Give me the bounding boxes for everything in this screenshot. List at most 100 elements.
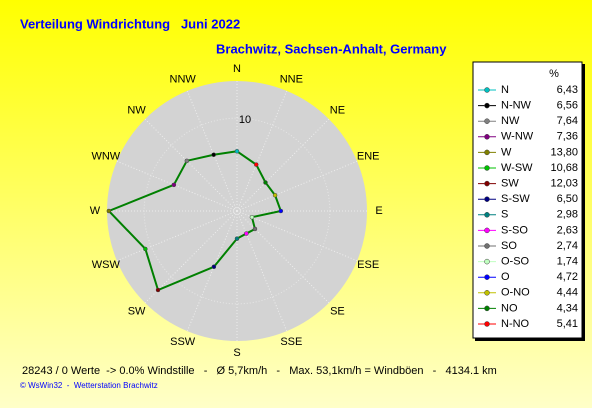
direction-label: E xyxy=(375,205,382,217)
legend-label: O xyxy=(501,271,510,283)
legend-marker xyxy=(484,149,490,156)
direction-label: ENE xyxy=(357,151,380,163)
legend-label: N xyxy=(501,84,509,96)
spoke xyxy=(144,118,238,212)
marker xyxy=(253,162,259,167)
direction-label: NNW xyxy=(170,74,197,86)
legend-marker xyxy=(484,102,490,109)
legend-value: 6,50 xyxy=(557,193,578,205)
direction-label: WSW xyxy=(92,259,121,271)
spoke xyxy=(236,210,288,332)
marker xyxy=(171,182,177,188)
legend-value: 4,34 xyxy=(557,302,578,314)
spoke xyxy=(236,210,330,304)
legend-value: 10,68 xyxy=(550,162,578,174)
direction-label: SW xyxy=(128,305,146,317)
direction-label: SE xyxy=(330,305,345,317)
legend-value: 4,44 xyxy=(557,287,578,299)
legend-value: 2,74 xyxy=(557,240,578,252)
direction-label: SSE xyxy=(280,336,302,348)
marker xyxy=(272,192,278,198)
credit: © WsWin32 - Wetterstation Brachwitz xyxy=(20,381,158,390)
legend-label: O-SO xyxy=(501,256,530,268)
chart-subtitle: Brachwitz, Sachsen-Anhalt, Germany xyxy=(216,41,447,56)
legend-label: W-SW xyxy=(501,162,533,174)
legend-marker xyxy=(484,290,490,296)
legend-marker xyxy=(484,134,490,140)
legend-value: 13,80 xyxy=(550,146,578,158)
marker xyxy=(263,180,268,185)
legend-marker xyxy=(484,118,490,124)
legend-label: N-NO xyxy=(501,318,530,330)
legend-value: 6,43 xyxy=(557,84,578,96)
direction-label: N xyxy=(233,63,241,75)
legend-header: % xyxy=(549,68,559,80)
legend-value: 4,72 xyxy=(557,271,578,283)
legend-marker xyxy=(484,180,490,187)
legend-label: S xyxy=(501,209,508,221)
footer: 28243 / 0 Werte -> 0.0% Windstille - Ø 5… xyxy=(22,365,497,377)
legend-label: W-NW xyxy=(501,131,534,143)
legend-marker xyxy=(484,243,490,249)
spoke xyxy=(236,90,288,212)
legend-marker xyxy=(484,305,490,312)
legend-value: 1,74 xyxy=(557,256,578,268)
r-tick-label: 10 xyxy=(239,114,251,126)
marker xyxy=(252,226,258,232)
spoke xyxy=(116,160,238,212)
direction-label: W xyxy=(90,205,101,217)
spoke xyxy=(116,210,238,262)
legend-marker xyxy=(484,258,490,265)
legend-box xyxy=(472,61,583,339)
legend-label: S-SO xyxy=(501,224,528,236)
legend-value: 6,56 xyxy=(557,100,578,112)
marker xyxy=(249,214,255,220)
legend-label: NO xyxy=(501,302,518,314)
spoke xyxy=(186,90,238,212)
legend-shadow xyxy=(475,338,585,341)
marker xyxy=(184,158,190,164)
direction-label: NW xyxy=(127,104,146,116)
marker xyxy=(211,152,216,157)
chart-title: Verteilung Windrichtung Juni 2022 xyxy=(20,16,240,31)
spoke xyxy=(236,210,358,262)
spoke xyxy=(186,210,238,332)
spoke xyxy=(236,118,330,212)
legend-label: NW xyxy=(501,115,520,127)
legend-marker xyxy=(484,87,490,93)
direction-label: ESE xyxy=(357,259,379,271)
legend-marker xyxy=(484,165,490,171)
spoke xyxy=(236,160,358,212)
legend-value: 2,98 xyxy=(557,209,578,221)
marker xyxy=(106,208,112,214)
legend-value: 7,64 xyxy=(557,115,578,127)
legend-label: SW xyxy=(501,178,519,190)
legend-label: S-SW xyxy=(501,193,530,205)
marker xyxy=(143,246,148,252)
direction-label: S xyxy=(233,347,240,359)
spoke xyxy=(144,210,238,304)
legend-value: 5,41 xyxy=(557,318,578,330)
legend-value: 12,03 xyxy=(550,178,578,190)
legend-marker xyxy=(484,196,490,202)
legend-marker xyxy=(484,212,490,218)
legend-label: O-NO xyxy=(501,287,530,299)
direction-label: NE xyxy=(330,104,345,116)
marker xyxy=(278,208,284,214)
direction-label: WNW xyxy=(91,151,120,163)
marker xyxy=(234,149,240,154)
marker xyxy=(244,231,249,236)
legend-marker xyxy=(484,227,490,234)
legend-label: W xyxy=(501,146,512,158)
direction-label: SSW xyxy=(170,336,196,348)
legend-label: SO xyxy=(501,240,517,252)
marker xyxy=(211,264,217,270)
legend-marker xyxy=(484,274,490,280)
legend-shadow xyxy=(582,64,585,340)
direction-label: NNE xyxy=(280,74,303,86)
legend-label: N-NW xyxy=(501,100,532,112)
legend-value: 2,63 xyxy=(557,224,578,236)
legend-marker xyxy=(484,321,490,327)
marker xyxy=(234,236,240,241)
